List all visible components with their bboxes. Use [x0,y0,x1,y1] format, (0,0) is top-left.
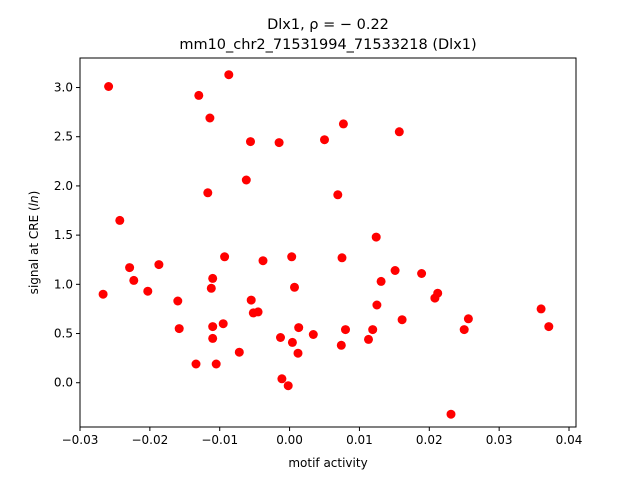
chart-title-line1: Dlx1, ρ = − 0.22 [267,17,389,33]
data-point [191,359,201,369]
data-point [154,260,164,270]
data-point [274,138,284,148]
x-tick-label: 0.01 [346,433,373,447]
data-point [220,252,230,262]
data-point [143,286,153,296]
data-point [337,253,347,263]
data-point [433,288,443,298]
y-tick-label: 2.0 [54,179,73,193]
data-point [206,283,216,293]
data-point [283,381,293,391]
data-point [336,340,346,350]
data-point [463,314,473,324]
data-point [536,304,546,314]
data-point [208,273,218,283]
x-axis-label: motif activity [288,456,367,470]
data-point [104,82,114,91]
x-tick-label: −0.03 [62,433,99,447]
data-point [208,333,218,343]
data-point [218,319,228,329]
data-point [394,127,404,137]
x-axis-ticks: −0.03 −0.02 −0.01 0.00 0.01 0.02 0.03 0.04 [62,427,583,447]
x-tick-label: −0.02 [131,433,168,447]
y-tick-label: 0.0 [54,376,73,390]
y-tick-label: 3.0 [54,81,73,95]
y-axis-ticks: 0.0 0.5 1.0 1.5 2.0 2.5 3.0 [54,81,80,390]
data-points [98,70,554,419]
data-point [205,113,215,123]
data-point [368,325,378,335]
data-point [320,135,329,145]
data-point [397,315,407,325]
data-point [308,330,318,339]
y-tick-label: 2.5 [54,130,73,144]
data-point [390,266,400,275]
data-point [203,188,213,198]
data-point [376,276,386,286]
data-point [246,137,255,147]
data-point [276,333,285,342]
data-point [341,325,350,335]
data-point [174,324,184,334]
data-point [234,347,244,357]
data-point [277,374,287,384]
data-point [129,275,139,285]
data-point [224,70,234,80]
x-tick-label: 0.04 [556,433,583,447]
y-tick-label: 1.5 [54,228,73,242]
data-point [290,282,299,292]
data-point [246,295,256,305]
data-point [98,289,108,299]
data-point [208,322,218,332]
data-point [125,263,135,273]
data-point [258,256,268,266]
x-tick-label: −0.01 [201,433,238,447]
chart-title-line2: mm10_chr2_71531994_71533218 (Dlx1) [179,37,476,53]
data-point [211,359,221,369]
data-point [115,215,125,225]
data-point [544,322,554,332]
data-point [173,296,183,306]
data-point [253,307,263,317]
data-point [333,190,343,200]
data-point [287,252,297,262]
plot-area-frame [79,57,577,428]
y-axis-label: signal at CRE (ln) [27,191,41,295]
x-tick-label: 0.03 [486,433,513,447]
data-point [194,90,204,100]
y-tick-label: 0.5 [54,327,73,341]
data-point [338,119,348,129]
data-point [287,337,297,347]
data-point [446,409,456,419]
x-tick-label: 0.02 [416,433,443,447]
data-point [293,348,303,358]
data-point [241,175,251,185]
data-point [417,269,427,278]
x-tick-label: 0.00 [276,433,303,447]
data-point [294,323,304,333]
data-point [459,325,469,335]
data-point [372,300,382,310]
data-point [364,334,373,344]
data-point [371,232,381,242]
y-tick-label: 1.0 [54,277,73,291]
